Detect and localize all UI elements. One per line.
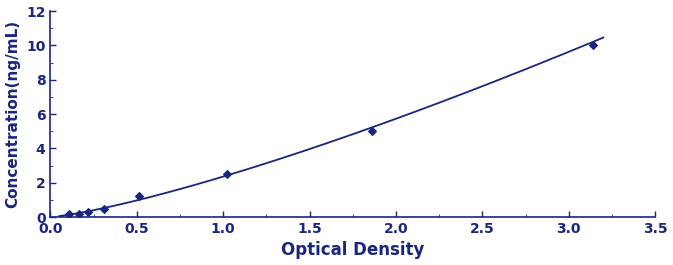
Y-axis label: Concentration(ng/mL): Concentration(ng/mL) bbox=[5, 20, 21, 208]
X-axis label: Optical Density: Optical Density bbox=[281, 241, 425, 259]
